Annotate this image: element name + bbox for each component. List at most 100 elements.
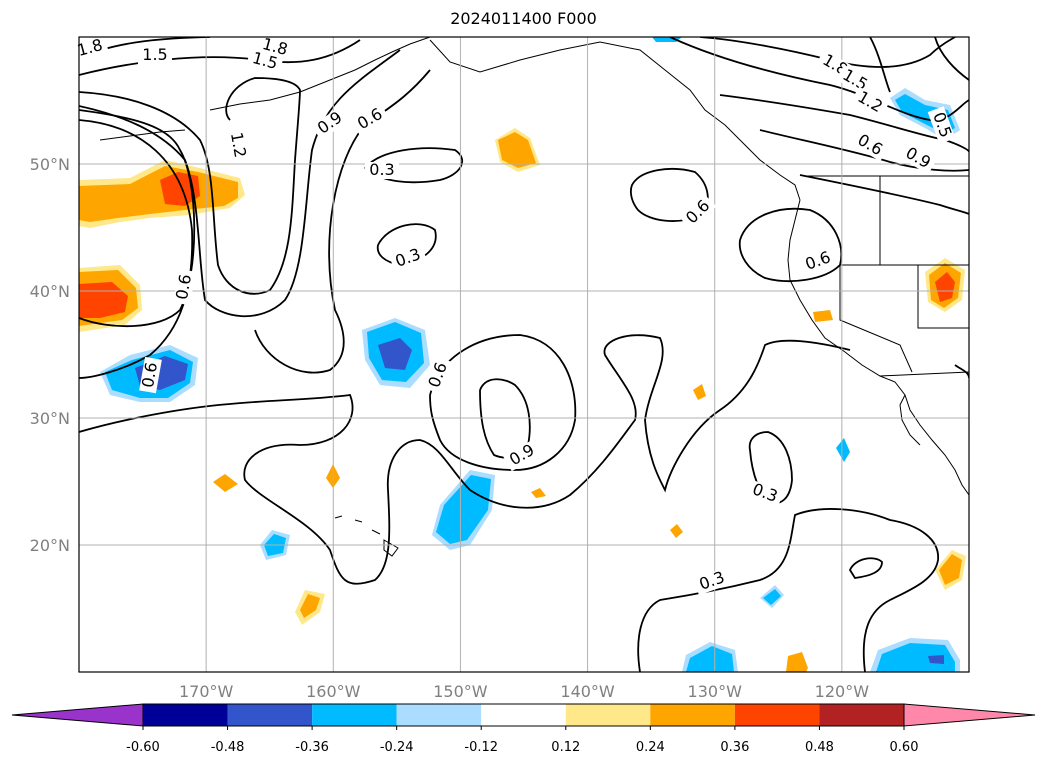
colorbar-segment — [481, 704, 566, 726]
contour-lines — [79, 37, 969, 672]
contour-label-bg — [173, 268, 196, 306]
contour-label-bg — [139, 356, 162, 394]
colorbar-segment — [396, 704, 482, 726]
positive-anomaly-north-central-core — [498, 132, 536, 168]
longitude-label: 160°W — [306, 682, 361, 701]
negative-anomaly-small-3-core — [763, 589, 781, 605]
contour-label-bg — [138, 47, 172, 64]
contour-label-bg — [835, 64, 874, 97]
colorbar-tick-label: 0.24 — [636, 740, 665, 755]
contour-label-bg — [226, 126, 249, 164]
colorbar-segment — [143, 704, 228, 726]
contour-label-bg — [693, 567, 732, 596]
aleutian-islands — [99, 129, 186, 141]
contour-0-6-far-right — [954, 364, 969, 379]
contour-label-bg — [850, 129, 889, 162]
positive-anomaly-south — [786, 652, 808, 672]
contour-1-2-right — [934, 37, 969, 81]
colorbar-segment — [312, 704, 397, 726]
positive-anomaly-east-south-core — [939, 554, 962, 585]
contour-1-2-west — [79, 77, 301, 295]
longitude-label: 150°W — [433, 682, 488, 701]
colorbar-tick-label: 0.60 — [890, 740, 919, 755]
contour-label-bg — [898, 142, 937, 175]
colorbar-tick-label: 0.48 — [805, 740, 834, 755]
contour-label-bg — [389, 244, 428, 273]
contour-0-3-small-ring — [848, 557, 883, 579]
contour-label-bg — [745, 479, 784, 508]
colorbar-extend-low — [11, 703, 144, 727]
contour-1-2-east — [719, 94, 969, 153]
longitude-label: 140°W — [560, 682, 615, 701]
contour-1-8-east — [699, 37, 956, 68]
colorbar-tick-label: 0.12 — [551, 740, 580, 755]
negative-anomaly-central-north-max — [378, 338, 412, 370]
na-west-coast — [787, 199, 969, 496]
colorbar-tick-label: -0.36 — [295, 740, 329, 755]
latitude-label: 30°N — [30, 409, 70, 428]
positive-anomaly-small-1-core — [300, 594, 320, 618]
colorbar-tick-label: -0.24 — [380, 740, 414, 755]
map-title: 2024011400 F000 — [450, 9, 597, 28]
contour-label: 1.2 — [227, 131, 250, 159]
colorbar-ticks: -0.60 -0.48 -0.36 -0.24 -0.12 0.12 0.24 0.36 0.4… — [126, 726, 918, 755]
contour-label: 0.6 — [138, 361, 161, 389]
mexico-border — [879, 371, 969, 377]
contour-0-6-small-ring — [376, 223, 437, 266]
longitude-label: 120°W — [815, 682, 870, 701]
positive-anomaly-small-6 — [670, 524, 683, 538]
colorbar-segment — [565, 704, 651, 726]
colorbar-tick-label: -0.12 — [464, 740, 498, 755]
positive-anomaly-east-mid-max — [935, 272, 955, 302]
contour-label-bg — [850, 86, 889, 119]
contour-label: 0.6 — [172, 273, 195, 301]
coastlines — [99, 37, 969, 557]
colorbar-outline — [142, 703, 905, 727]
contour-label: 0.3 — [369, 160, 394, 179]
negative-anomaly-south-2-max — [928, 655, 944, 664]
colorbar — [11, 703, 1036, 727]
contour-label-bg — [799, 247, 838, 276]
contour-0-6-ring-coast — [738, 207, 843, 283]
map-gridlines — [79, 37, 969, 672]
colorbar-segment — [227, 704, 313, 726]
contour-1-8-right — [869, 37, 891, 93]
latitude-label: 20°N — [30, 536, 70, 555]
colorbar-tick-label: 0.36 — [720, 740, 749, 755]
contour-label-bg — [680, 194, 717, 231]
colorbar-extend-high — [903, 703, 1036, 727]
latitude-label: 50°N — [30, 155, 70, 174]
hawaii-islands — [334, 515, 399, 557]
colorbar-segment — [734, 704, 820, 726]
contour-0-9-east — [759, 129, 969, 172]
contour-0-6-east — [799, 174, 969, 215]
longitude-label: 130°W — [688, 682, 743, 701]
negative-anomaly-south-2-core — [876, 643, 955, 672]
contour-label: 1.5 — [142, 45, 167, 64]
state-border-3 — [917, 265, 969, 329]
positive-anomaly-small-7 — [813, 310, 833, 322]
positive-anomaly-small-4 — [531, 488, 546, 498]
contour-label-bg — [351, 103, 390, 136]
contour-label-bg — [424, 356, 453, 395]
contour-label-bg — [311, 106, 350, 141]
map-frame — [78, 36, 970, 673]
contour-label-bg — [246, 48, 284, 75]
contour-label-bg — [365, 162, 399, 179]
colorbar-tick-label: -0.48 — [211, 740, 245, 755]
baja-peninsula — [899, 394, 921, 446]
contour-0-3-south — [637, 508, 939, 672]
longitude-labels: 170°W 160°W 150°W 140°W 130°W 120°W — [179, 682, 869, 701]
colorbar-segment — [819, 704, 904, 726]
positive-anomaly-small-5 — [693, 384, 706, 400]
latitude-labels: 20°N 30°N 40°N 50°N — [30, 155, 70, 555]
contour-label-bg — [503, 439, 542, 472]
longitude-label: 170°W — [179, 682, 234, 701]
contour-0-6-center-ring — [429, 334, 577, 471]
negative-anomaly-south-1-core — [686, 646, 734, 672]
alaska-gulf-coast — [429, 39, 801, 201]
negative-anomaly-central-south-core — [436, 475, 491, 544]
negative-anomaly-small-2 — [836, 438, 850, 462]
colorbar-segment — [650, 704, 735, 726]
